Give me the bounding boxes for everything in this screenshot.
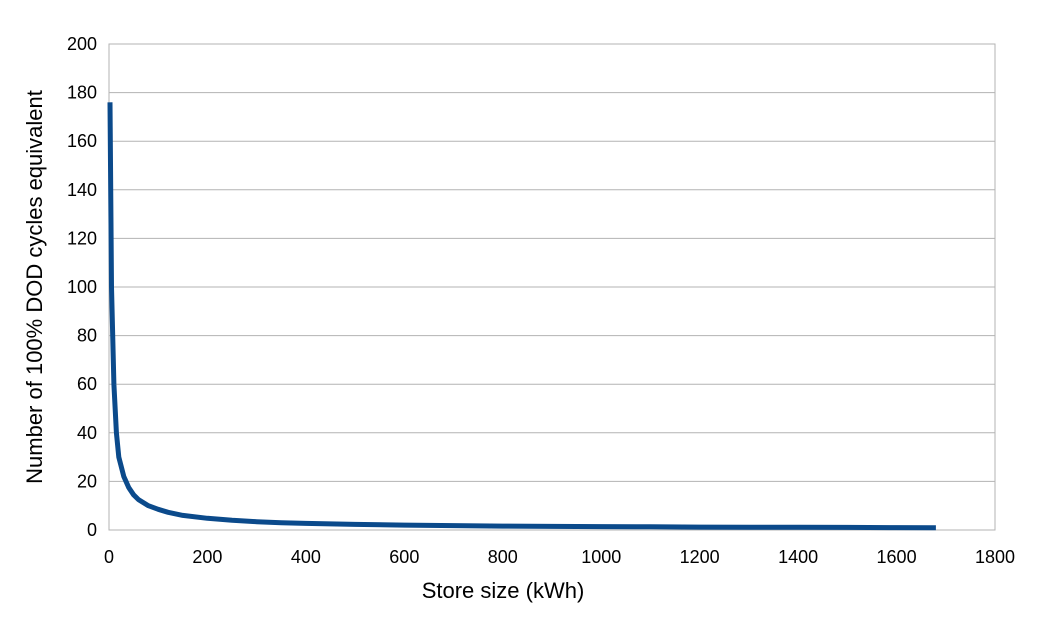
y-tick-label: 120 [67, 228, 97, 248]
x-tick-label: 1200 [680, 547, 720, 567]
y-tick-label: 160 [67, 131, 97, 151]
grid-lines [109, 43, 995, 531]
y-axis-title: Number of 100% DOD cycles equivalent [22, 90, 47, 484]
x-tick-label: 0 [104, 547, 114, 567]
x-tick-label: 400 [291, 547, 321, 567]
x-tick-label: 1600 [877, 547, 917, 567]
x-tick-label: 1400 [778, 547, 818, 567]
x-axis-title: Store size (kWh) [422, 578, 585, 603]
x-axis-ticks: 0 200 400 600 800 1000 1200 1400 1600 1800 [104, 547, 1015, 567]
y-tick-label: 60 [77, 374, 97, 394]
y-axis-ticks: 0 20 40 60 80 100 120 140 160 180 200 [67, 34, 97, 540]
y-tick-label: 140 [67, 180, 97, 200]
y-tick-label: 20 [77, 471, 97, 491]
x-tick-label: 1000 [581, 547, 621, 567]
y-tick-label: 180 [67, 83, 97, 103]
y-tick-label: 40 [77, 423, 97, 443]
x-tick-label: 800 [488, 547, 518, 567]
y-tick-label: 200 [67, 34, 97, 54]
series-group [107, 102, 936, 531]
x-tick-label: 600 [389, 547, 419, 567]
y-tick-label: 0 [87, 520, 97, 540]
x-tick-label: 200 [192, 547, 222, 567]
y-tick-label: 100 [67, 277, 97, 297]
series-line [107, 102, 936, 531]
x-tick-label: 1800 [975, 547, 1015, 567]
y-tick-label: 80 [77, 326, 97, 346]
